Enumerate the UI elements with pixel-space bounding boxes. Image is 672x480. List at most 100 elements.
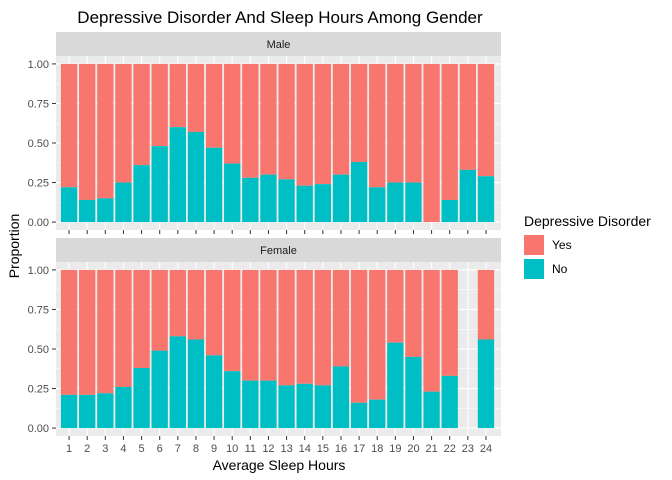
bar-no-17 (350, 402, 368, 429)
bar-no-12 (260, 380, 277, 429)
bar-yes-8 (187, 269, 205, 340)
x-tick-label: 11 (245, 443, 256, 455)
bar-yes-17 (350, 63, 368, 162)
bar-yes-18 (369, 63, 386, 188)
bar-yes-24 (477, 269, 495, 340)
bar-yes-15 (314, 269, 331, 386)
x-tick-label: 7 (175, 443, 181, 455)
bar-yes-15 (314, 63, 331, 185)
bar-no-24 (477, 339, 495, 429)
y-tick-label: 0.50 (28, 344, 49, 356)
facet-strip-label: Male (267, 39, 291, 51)
legend: Depressive Disorder Yes No (524, 213, 651, 279)
bar-yes-14 (296, 269, 313, 384)
x-tick-label: 19 (389, 443, 401, 455)
bar-no-23 (459, 169, 476, 223)
x-tick-label: 8 (193, 443, 199, 455)
bar-yes-23 (459, 63, 476, 170)
bar-no-5 (133, 367, 150, 429)
x-tick-label: 10 (226, 443, 238, 455)
bar-yes-10 (224, 63, 241, 164)
bar-yes-18 (369, 269, 386, 400)
bar-no-17 (350, 161, 368, 223)
x-tick-label: 21 (425, 443, 437, 455)
bar-yes-12 (260, 269, 277, 381)
bar-no-22 (441, 375, 458, 429)
y-tick-label: 0.25 (28, 384, 49, 396)
bar-no-8 (187, 131, 205, 223)
legend-label-yes: Yes (552, 238, 572, 252)
chart-title: Depressive Disorder And Sleep Hours Amon… (77, 8, 483, 27)
bar-no-24 (477, 176, 495, 223)
x-tick-label: 9 (211, 443, 217, 455)
bar-yes-21 (423, 269, 440, 392)
facet-panel-male: Male 0.00 0.25 0.50 0.75 1.00 (28, 32, 501, 234)
x-tick-label: 4 (120, 443, 126, 455)
bar-yes-5 (133, 269, 150, 368)
bar-yes-13 (278, 269, 295, 386)
bar-no-2 (79, 199, 96, 223)
bar-yes-13 (278, 63, 295, 180)
bar-no-19 (387, 342, 404, 429)
bar-no-10 (224, 163, 241, 223)
bar-yes-19 (387, 269, 404, 343)
x-tick-label: 3 (102, 443, 108, 455)
bar-no-16 (332, 366, 350, 429)
y-tick-label: 0.75 (28, 304, 49, 316)
bar-no-18 (369, 399, 386, 429)
bar-yes-20 (405, 63, 422, 183)
bar-yes-6 (151, 63, 168, 147)
bar-no-20 (405, 356, 422, 429)
bar-no-11 (242, 177, 259, 223)
bar-no-21 (423, 391, 440, 429)
y-tick-label: 0.50 (28, 138, 49, 150)
bar-no-9 (205, 147, 223, 223)
y-tick-label: 0.00 (28, 217, 49, 229)
bar-no-5 (133, 165, 150, 223)
bar-no-9 (205, 355, 223, 429)
bar-no-10 (224, 371, 241, 429)
y-tick-label: 1.00 (28, 59, 49, 71)
bar-yes-22 (441, 269, 458, 376)
bar-no-12 (260, 174, 277, 223)
x-tick-label: 14 (299, 443, 311, 455)
facet-strip (56, 238, 501, 262)
y-tick-label: 0.75 (28, 98, 49, 110)
y-axis-title: Proportion (6, 214, 22, 279)
bar-yes-2 (79, 269, 96, 395)
x-tick-label: 18 (371, 443, 383, 455)
bar-no-15 (314, 184, 331, 223)
bar-no-4 (115, 386, 132, 429)
x-tick-label: 16 (335, 443, 347, 455)
bar-no-7 (169, 336, 186, 429)
x-tick-label: 15 (317, 443, 329, 455)
bar-yes-4 (115, 63, 132, 183)
bar-no-2 (79, 394, 96, 429)
bar-no-20 (405, 182, 422, 223)
bar-no-1 (60, 187, 78, 223)
bar-no-7 (169, 127, 186, 223)
bar-yes-4 (115, 269, 132, 387)
bar-yes-3 (97, 269, 114, 394)
bar-yes-16 (332, 63, 350, 175)
bar-yes-2 (79, 63, 96, 200)
bar-no-13 (278, 385, 295, 429)
bar-no-19 (387, 182, 404, 223)
bar-no-4 (115, 182, 132, 223)
bar-no-14 (296, 185, 313, 223)
x-tick-label: 12 (262, 443, 274, 455)
bar-yes-11 (242, 269, 259, 381)
bar-no-1 (60, 394, 78, 429)
bar-no-6 (151, 146, 168, 223)
y-tick-label: 0.25 (28, 178, 49, 190)
x-tick-label: 17 (353, 443, 365, 455)
legend-title: Depressive Disorder (524, 213, 651, 229)
x-tick-label: 1 (66, 443, 72, 455)
bar-no-18 (369, 187, 386, 223)
bar-yes-17 (350, 269, 368, 403)
bar-yes-22 (441, 63, 458, 200)
bar-no-8 (187, 339, 205, 429)
x-axis-title: Average Sleep Hours (213, 457, 346, 473)
